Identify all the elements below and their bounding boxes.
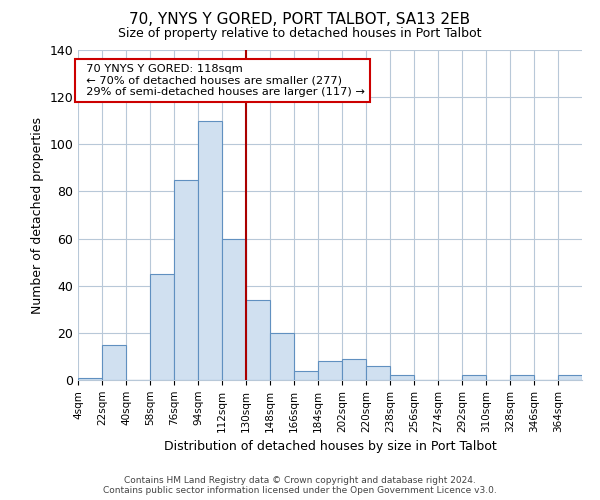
Bar — [342, 359, 366, 380]
Text: 70, YNYS Y GORED, PORT TALBOT, SA13 2EB: 70, YNYS Y GORED, PORT TALBOT, SA13 2EB — [130, 12, 470, 28]
Bar — [78, 378, 102, 380]
Bar — [318, 361, 342, 380]
Bar — [510, 376, 534, 380]
Y-axis label: Number of detached properties: Number of detached properties — [31, 116, 44, 314]
Bar — [174, 180, 198, 380]
X-axis label: Distribution of detached houses by size in Port Talbot: Distribution of detached houses by size … — [164, 440, 496, 453]
Text: Size of property relative to detached houses in Port Talbot: Size of property relative to detached ho… — [118, 28, 482, 40]
Bar — [270, 333, 294, 380]
Text: 70 YNYS Y GORED: 118sqm
  ← 70% of detached houses are smaller (277)
  29% of se: 70 YNYS Y GORED: 118sqm ← 70% of detache… — [79, 64, 365, 97]
Bar — [198, 120, 222, 380]
Bar — [462, 376, 486, 380]
Bar — [222, 238, 246, 380]
Text: Contains HM Land Registry data © Crown copyright and database right 2024.
Contai: Contains HM Land Registry data © Crown c… — [103, 476, 497, 495]
Bar — [246, 300, 270, 380]
Bar — [150, 274, 174, 380]
Bar — [390, 376, 414, 380]
Bar — [558, 376, 582, 380]
Bar — [294, 370, 318, 380]
Bar — [366, 366, 390, 380]
Bar — [102, 344, 126, 380]
